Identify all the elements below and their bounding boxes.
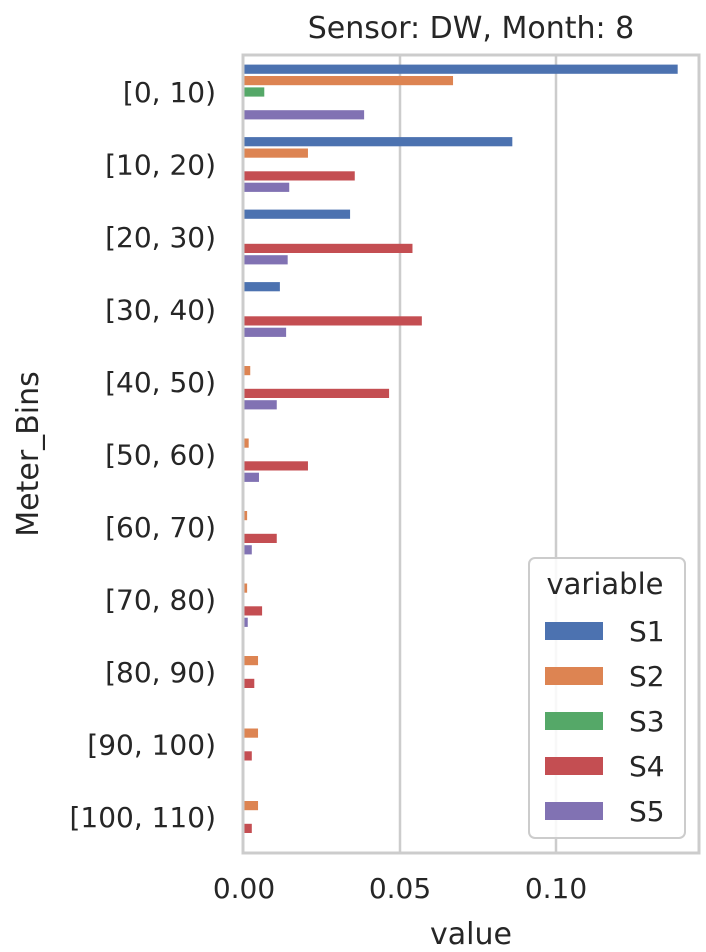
bar-s5-2 (244, 255, 288, 265)
y-tick-label-4: [40, 50) (105, 366, 216, 399)
legend-swatch-s2 (545, 667, 603, 685)
y-axis-label: Meter_Bins (11, 371, 46, 536)
bar-s5-7 (244, 617, 248, 627)
y-tick-label-7: [70, 80) (105, 584, 216, 617)
legend-swatch-s4 (545, 757, 603, 775)
bar-s2-4 (244, 366, 251, 376)
bar-s4-6 (244, 533, 277, 543)
legend-label-s3: S3 (629, 705, 665, 738)
y-tick-label-10: [100, 110) (69, 801, 216, 834)
legend-title: variable (547, 567, 664, 601)
x-tick-label-1: 0.05 (369, 872, 431, 905)
y-tick-label-3: [30, 40) (105, 294, 216, 327)
y-tick-label-6: [60, 70) (105, 511, 216, 544)
bar-s2-6 (244, 511, 248, 521)
legend-swatch-s1 (545, 622, 603, 640)
bar-s2-10 (244, 801, 259, 811)
y-tick-label-2: [20, 30) (105, 221, 216, 254)
y-tick-labels: [0, 10) [10, 20) [20, 30) [30, 40) [40, 50) [… (69, 76, 216, 834)
bar-s4-10 (244, 823, 252, 833)
bar-s4-4 (244, 388, 390, 398)
bar-s1-3 (244, 282, 280, 292)
bar-s4-8 (244, 678, 255, 688)
x-axis-label: value (430, 917, 512, 952)
bar-s2-1 (244, 148, 308, 158)
y-tick-label-0: [0, 10) (123, 76, 216, 109)
bar-s5-5 (244, 472, 259, 482)
bar-s5-1 (244, 182, 290, 192)
bar-s5-3 (244, 327, 287, 337)
chart-title: Sensor: DW, Month: 8 (308, 11, 635, 46)
legend: variable S1 S2 S3 S4 S5 (528, 557, 686, 839)
bar-s3-0 (244, 87, 265, 97)
bar-s2-0 (244, 76, 454, 86)
x-tick-labels: 0.00 0.05 0.10 (213, 872, 587, 905)
bar-s2-9 (244, 728, 259, 738)
y-tick-label-1: [10, 20) (105, 149, 216, 182)
legend-label-s5: S5 (629, 795, 665, 828)
x-tick-label-2: 0.10 (525, 872, 587, 905)
bar-s1-0 (244, 64, 678, 74)
legend-label-s1: S1 (629, 615, 665, 648)
bar-s2-5 (244, 438, 249, 448)
legend-swatch-s5 (545, 802, 603, 820)
bar-s4-5 (244, 461, 308, 471)
x-tick-label-0: 0.00 (213, 872, 275, 905)
y-tick-label-8: [80, 90) (105, 656, 216, 689)
bar-s1-1 (244, 137, 513, 147)
bar-s4-1 (244, 171, 355, 181)
bar-s4-3 (244, 316, 422, 326)
bar-s4-9 (244, 751, 252, 761)
y-tick-label-5: [50, 60) (105, 439, 216, 472)
bar-s2-7 (244, 583, 248, 593)
bar-s2-8 (244, 656, 259, 666)
bar-s5-0 (244, 110, 365, 120)
y-tick-label-9: [90, 100) (87, 729, 216, 762)
bar-s4-7 (244, 606, 263, 616)
bars (244, 64, 678, 833)
bar-s5-4 (244, 400, 277, 410)
bar-s4-2 (244, 243, 413, 253)
bar-s1-2 (244, 209, 351, 219)
legend-items: S1 S2 S3 S4 S5 (545, 615, 665, 828)
legend-label-s2: S2 (629, 660, 665, 693)
legend-swatch-s3 (545, 712, 603, 730)
legend-label-s4: S4 (629, 750, 665, 783)
plot-frame (241, 53, 701, 855)
bar-s5-6 (244, 545, 252, 555)
